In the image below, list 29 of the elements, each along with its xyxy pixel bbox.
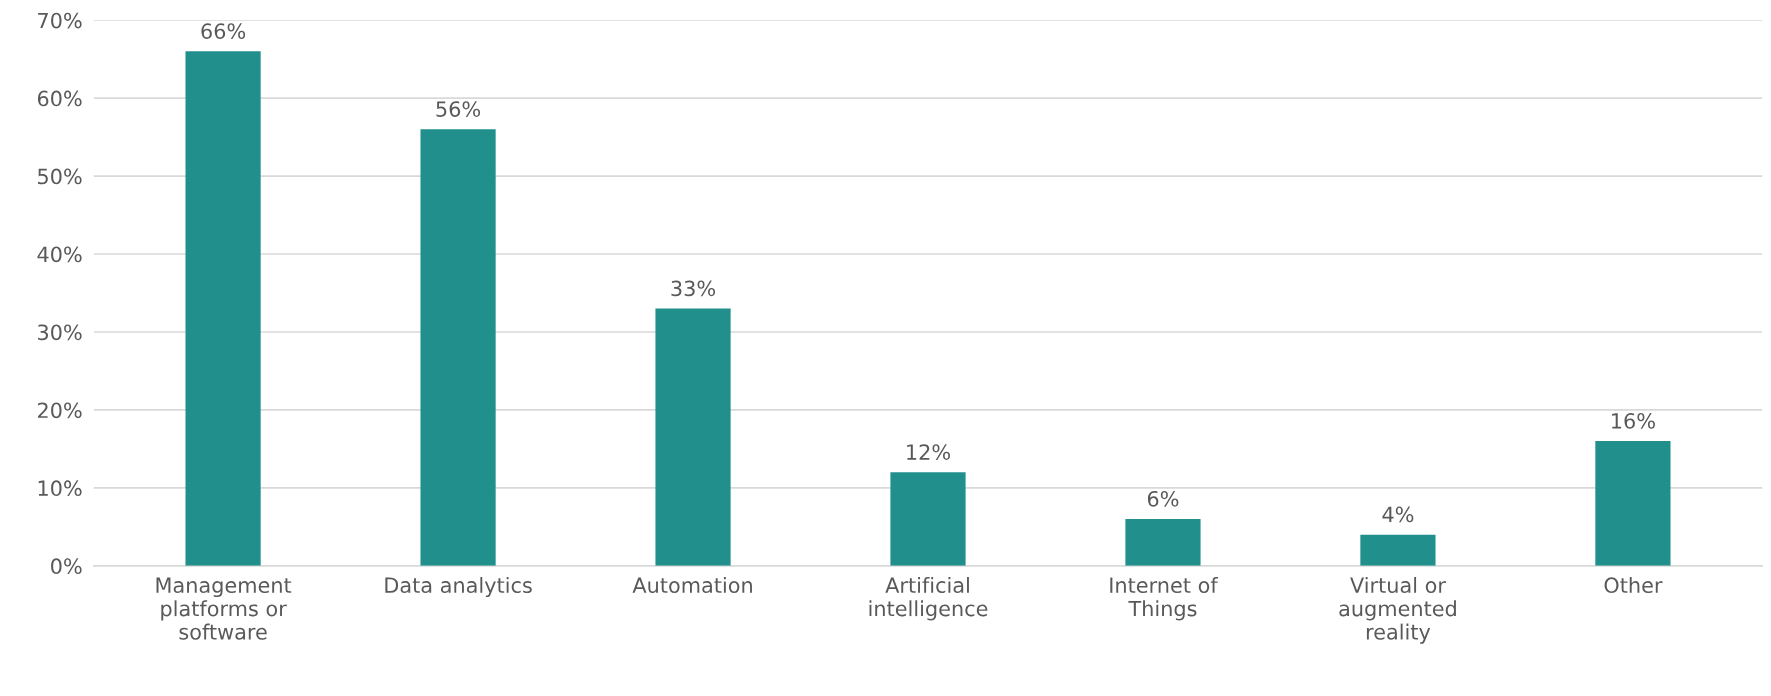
data-label: 12% <box>907 444 951 460</box>
x-tick-label: Other <box>1604 576 1663 594</box>
x-tick-label: Automation <box>632 576 752 594</box>
bar <box>1125 519 1201 566</box>
data-label: 16% <box>1612 413 1655 429</box>
data-label: 66% <box>201 23 246 39</box>
bar <box>420 129 496 566</box>
x-tick-label: Internet of Things <box>1110 576 1219 621</box>
data-label: 56% <box>436 101 481 117</box>
x-tick-label: Virtual or augmented reality <box>1339 576 1456 644</box>
x-tick-label: Artificial intelligence <box>869 576 988 621</box>
data-label: 6% <box>1147 490 1179 507</box>
bar <box>185 51 261 566</box>
y-tick-label: 50% <box>38 168 82 185</box>
bar <box>890 472 966 566</box>
bar <box>1595 441 1671 566</box>
data-label: 33% <box>671 280 716 297</box>
y-tick-label: 30% <box>38 324 82 341</box>
y-tick-label: 70% <box>38 12 82 29</box>
y-tick-label: 40% <box>37 246 82 263</box>
y-tick-label: 60% <box>37 90 82 107</box>
x-tick-label: Data analytics <box>385 576 532 598</box>
bar <box>1360 534 1436 566</box>
data-label: 4% <box>1382 506 1414 523</box>
bar <box>655 308 731 566</box>
y-tick-label: 0% <box>51 558 82 575</box>
y-tick-label: 10% <box>38 480 82 497</box>
x-tick-label: Management platforms or software <box>156 577 292 640</box>
y-tick-label: 20% <box>37 402 82 419</box>
